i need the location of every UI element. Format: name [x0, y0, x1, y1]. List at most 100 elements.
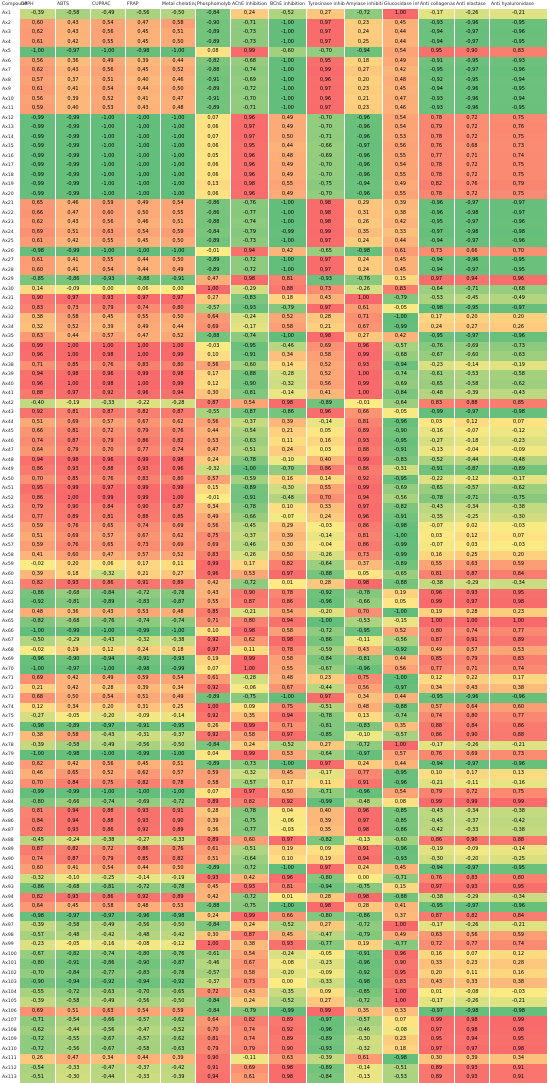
row-label: Ax75	[2, 714, 14, 720]
heatmap-cell: 0,79	[231, 1044, 269, 1055]
heatmap-cell: 0,54	[269, 607, 307, 618]
heatmap-cell: -0,56	[383, 636, 419, 646]
heatmap-cell: -1,00	[91, 626, 126, 637]
heatmap-cell: -0,84	[383, 389, 419, 399]
heatmap-cell: -0,84	[307, 655, 345, 665]
heatmap-cell: 0,45	[126, 28, 161, 38]
heatmap-cell: 0,49	[383, 56, 419, 67]
heatmap-cell: 0,64	[196, 1016, 231, 1026]
heatmap-cell: 0,11	[161, 560, 196, 570]
heatmap-cell: -0,89	[307, 1063, 345, 1074]
heatmap-cell: 0,74	[20, 436, 56, 447]
heatmap-cell: 0,70	[20, 474, 56, 485]
heatmap-cell: 0,24	[231, 997, 269, 1007]
heatmap-cell: 0,16	[419, 550, 455, 561]
heatmap-cell: 0,41	[56, 864, 91, 874]
heatmap-cell: -0,62	[20, 1025, 56, 1036]
heatmap-cell: 0,45	[269, 769, 307, 779]
heatmap-cell: -0,17	[490, 474, 548, 485]
heatmap-cell: -0,08	[126, 940, 161, 950]
heatmap-cell: -0,86	[91, 959, 126, 969]
column-header-metal-chelating: Metal chelating	[162, 2, 196, 7]
heatmap-cell: 0,50	[269, 550, 307, 561]
heatmap-cell: 0,27	[455, 322, 490, 333]
heatmap-cell: -0,52	[269, 740, 307, 751]
heatmap-cell: -0,76	[161, 949, 196, 960]
heatmap-cell: 0,95	[231, 142, 269, 152]
heatmap-cell: 0,99	[307, 1006, 345, 1017]
heatmap-cell: 0,79	[56, 446, 91, 456]
heatmap-cell: 0,44	[383, 28, 419, 38]
heatmap-cell: 0,14	[20, 284, 56, 295]
heatmap-cell: 0,43	[345, 645, 383, 656]
heatmap-cell: 0,95	[490, 1035, 548, 1045]
heatmap-cell: -0,65	[419, 484, 455, 494]
heatmap-cell: -0,85	[383, 807, 419, 817]
heatmap-cell: 0,47	[161, 94, 196, 105]
heatmap-cell: -0,26	[455, 9, 490, 19]
heatmap-cell: 0,89	[56, 512, 91, 523]
heatmap-cell: 0,79	[91, 436, 126, 447]
heatmap-cell: -0,89	[91, 598, 126, 608]
heatmap-cell: -0,99	[307, 797, 345, 808]
row-label: Ax108	[2, 1027, 17, 1033]
heatmap-cell: -0,70	[269, 465, 307, 475]
heatmap-cell: -0,96	[490, 902, 548, 912]
heatmap-cell: 0,90	[455, 835, 490, 846]
heatmap-cell: 0,97	[56, 294, 91, 304]
heatmap-cell: -0,86	[196, 208, 231, 219]
column-header-cuprac: CUPRAC	[92, 2, 111, 7]
heatmap-cell: 0,45	[383, 85, 419, 95]
heatmap-cell: -1,00	[383, 313, 419, 323]
heatmap-cell: 0,76	[161, 427, 196, 437]
heatmap-cell: 0,31	[345, 208, 383, 219]
heatmap-cell: -1,00	[20, 626, 56, 637]
heatmap-cell: -0,75	[345, 883, 383, 893]
heatmap-cell: 0,82	[126, 408, 161, 418]
heatmap-cell: 0,47	[196, 446, 231, 456]
heatmap-cell: -1,00	[269, 75, 307, 86]
heatmap-cell: 0,13	[196, 180, 231, 190]
heatmap-cell: -0,58	[56, 740, 91, 751]
heatmap-cell: 0,86	[20, 493, 56, 504]
heatmap-cell: 0,61	[20, 37, 56, 47]
heatmap-cell: -0,51	[307, 702, 345, 713]
row-label: Ax15	[2, 144, 14, 150]
heatmap-cell: -0,98	[20, 721, 56, 732]
heatmap-cell: -0,94	[419, 85, 455, 95]
heatmap-cell: 0,86	[269, 598, 307, 608]
heatmap-cell: -1,00	[269, 902, 307, 912]
heatmap-cell: -0,21	[490, 997, 548, 1007]
heatmap-cell: -0,97	[455, 199, 490, 209]
heatmap-cell: 0,59	[161, 1006, 196, 1017]
row-label: Ax51	[2, 486, 14, 492]
heatmap-cell: -0,96	[345, 113, 383, 124]
heatmap-cell: 0,90	[455, 731, 490, 741]
heatmap-cell: -0,45	[20, 835, 56, 846]
column-header-anti-hyaluronidase: Anti hyaluronidase	[491, 2, 534, 7]
heatmap-cell: 0,76	[419, 142, 455, 152]
heatmap-cell: 0,70	[196, 1025, 231, 1036]
heatmap-cell: 0,66	[345, 408, 383, 418]
heatmap-cell: -0,98	[383, 522, 419, 532]
heatmap-cell: 0,97	[345, 503, 383, 513]
heatmap-cell: 0,83	[126, 360, 161, 371]
heatmap-cell: 0,95	[490, 588, 548, 599]
heatmap-cell: -0,26	[455, 921, 490, 931]
heatmap-cell: -0,78	[161, 883, 196, 893]
heatmap-cell: -0,93	[419, 94, 455, 105]
heatmap-cell: -0,89	[196, 759, 231, 770]
heatmap-cell: -0,32	[126, 636, 161, 646]
row-label: Ax34	[2, 324, 14, 330]
heatmap-cell: -0,69	[307, 151, 345, 162]
heatmap-cell: -0,71	[455, 284, 490, 295]
heatmap-cell: 0,89	[161, 579, 196, 589]
heatmap-cell: -0,32	[269, 379, 307, 390]
heatmap-cell: 0,29	[345, 199, 383, 209]
heatmap-cell: -0,97	[455, 218, 490, 228]
heatmap-cell: 0,42	[56, 37, 91, 47]
heatmap-cell: -0,30	[345, 1035, 383, 1045]
heatmap-cell: 0,24	[269, 446, 307, 456]
heatmap-cell: 0,38	[20, 731, 56, 741]
heatmap-cell: -0,84	[196, 921, 231, 931]
